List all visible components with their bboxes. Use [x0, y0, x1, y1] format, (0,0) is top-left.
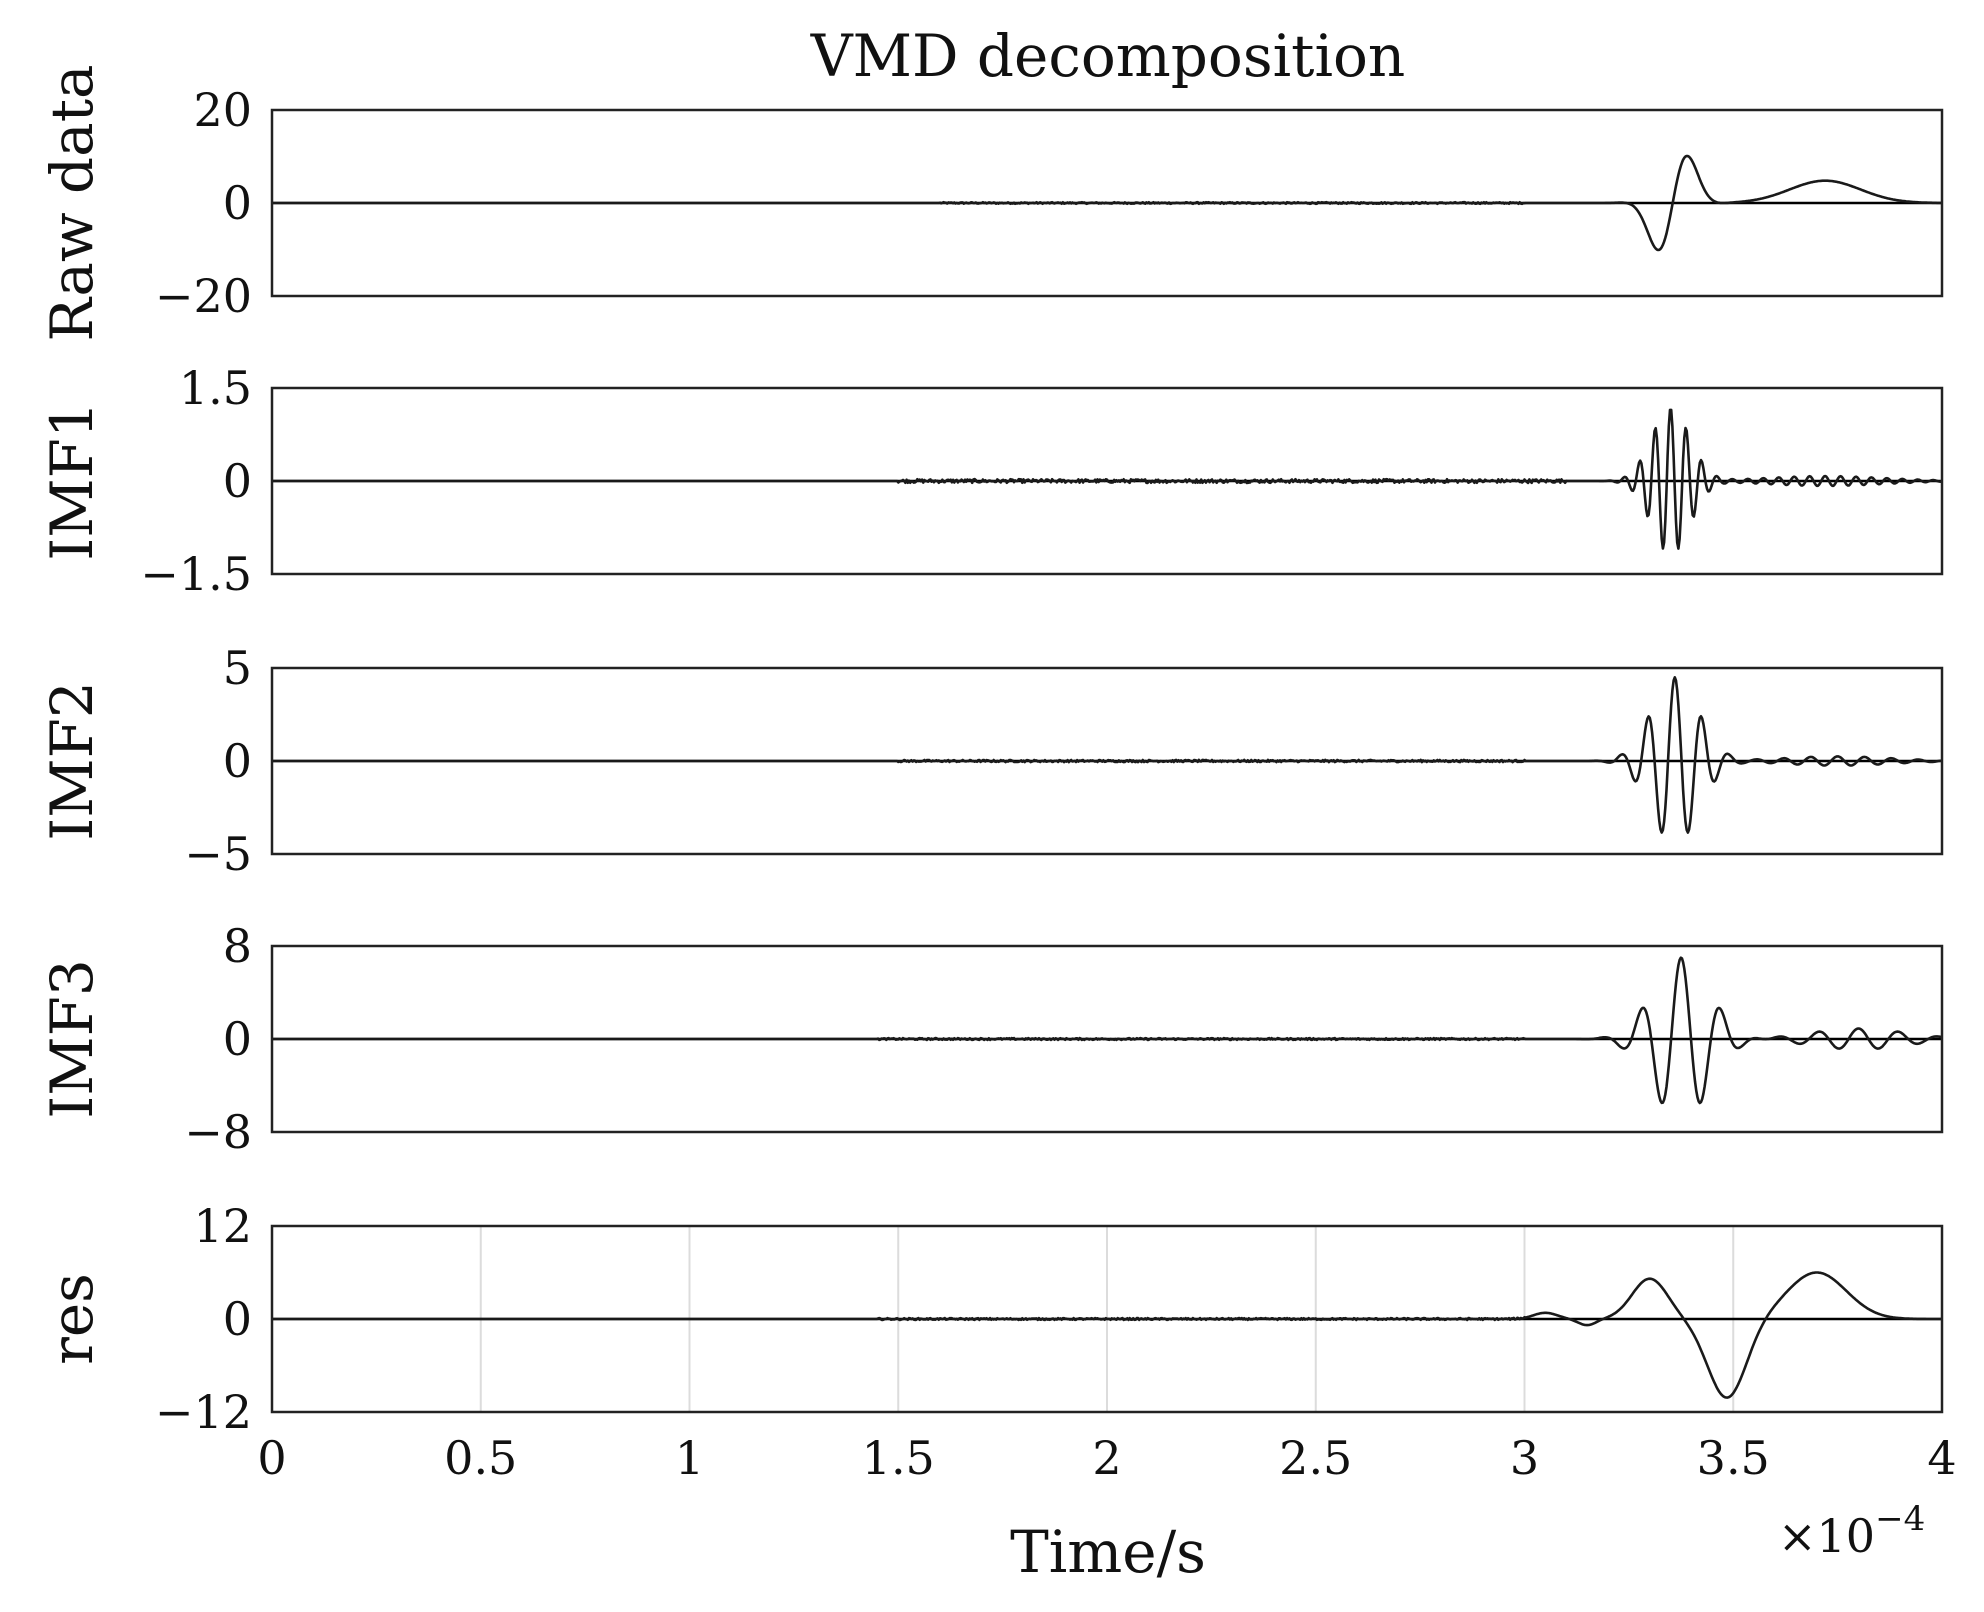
- y-axis-label: IMF3: [38, 959, 106, 1118]
- x-multiplier: ×10−4: [1778, 1499, 1925, 1563]
- panel-raw-data: 20 0 −20 Raw data: [38, 64, 1944, 342]
- x-tick-label: 0.5: [444, 1431, 517, 1485]
- panel-frame: [270, 386, 1944, 576]
- x-multiplier-base: ×10: [1778, 1509, 1875, 1563]
- x-axis-label: Time/s: [1010, 1518, 1206, 1586]
- x-tick-label: 0: [257, 1431, 286, 1485]
- y-tick-label: −8: [184, 1105, 252, 1159]
- y-axis-label: IMF2: [38, 681, 106, 840]
- y-tick-label: 12: [193, 1199, 252, 1253]
- y-axis-label: Raw data: [38, 64, 106, 341]
- panel-imf1: 1.5 0 −1.5 IMF1: [38, 361, 1944, 601]
- panel-frame: [270, 1224, 1944, 1414]
- y-tick-label: 20: [193, 83, 252, 137]
- y-tick-label: −20: [155, 269, 252, 323]
- signal-line: [271, 408, 1943, 550]
- y-tick-label: −5: [184, 827, 252, 881]
- y-tick-label: 1.5: [179, 361, 252, 415]
- y-tick-label: 0: [223, 1292, 252, 1346]
- y-axis-label: res: [38, 1273, 106, 1365]
- x-tick-label: 2: [1092, 1431, 1121, 1485]
- x-tick-label: 3: [1510, 1431, 1539, 1485]
- y-tick-label: 0: [223, 454, 252, 508]
- y-tick-label: 5: [223, 641, 252, 695]
- panel-imf3: 8 0 −8 IMF3: [38, 919, 1944, 1159]
- x-tick-label: 2.5: [1279, 1431, 1352, 1485]
- signal-line: [271, 1271, 1943, 1399]
- x-axis: 0 0.5 1 1.5 2 2.5 3 3.5 4: [257, 1431, 1956, 1485]
- panel-imf2: 5 0 −5 IMF2: [38, 641, 1944, 881]
- signal-line: [271, 154, 1943, 252]
- y-tick-label: 0: [223, 1012, 252, 1066]
- x-multiplier-exponent: −4: [1875, 1499, 1925, 1539]
- panel-frame: [270, 108, 1944, 298]
- panel-frame: [270, 666, 1944, 856]
- svg-text:×10−4: ×10−4: [1778, 1499, 1925, 1563]
- x-tick-label: 1: [675, 1431, 704, 1485]
- chart-title: VMD decomposition: [810, 22, 1406, 90]
- y-tick-label: −12: [155, 1385, 252, 1439]
- y-tick-label: 0: [223, 176, 252, 230]
- x-tick-label: 1.5: [862, 1431, 935, 1485]
- y-tick-label: 8: [223, 919, 252, 973]
- y-axis-label: IMF1: [38, 401, 106, 560]
- panel-frame: [270, 944, 1944, 1134]
- signal-line: [271, 956, 1943, 1105]
- signal-line: [271, 676, 1943, 834]
- x-tick-label: 3.5: [1697, 1431, 1770, 1485]
- panel-res: 12 0 −12 res: [38, 1199, 1944, 1439]
- y-tick-label: 0: [223, 734, 252, 788]
- y-tick-label: −1.5: [140, 547, 252, 601]
- panels: 20 0 −20 Raw data 1.5 0 −1.5 IMF1 5 0 −5 IMF2 8 0 −8 IM…: [38, 64, 1944, 1439]
- x-tick-label: 4: [1927, 1431, 1956, 1485]
